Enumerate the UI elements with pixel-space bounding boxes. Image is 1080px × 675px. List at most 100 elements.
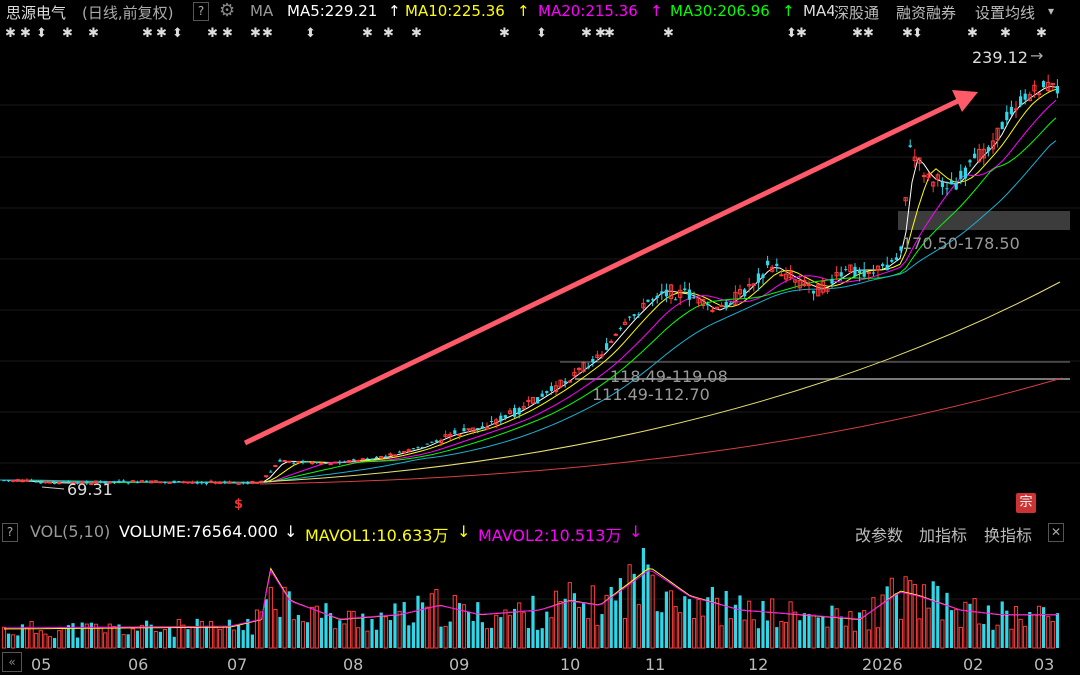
candlestick <box>830 274 834 288</box>
event-marker-icon[interactable]: ✱ <box>411 26 422 41</box>
event-marker-icon[interactable]: ⬍ <box>172 26 183 41</box>
event-marker-icon[interactable]: ✱ <box>863 26 874 41</box>
candle-body <box>1023 93 1027 100</box>
gear-icon[interactable]: ⚙ <box>219 0 236 21</box>
scroll-left-button[interactable]: « <box>2 652 22 672</box>
candle-body <box>599 354 605 357</box>
volume-bar <box>57 630 62 649</box>
event-marker-icon[interactable]: ✱ <box>142 26 153 41</box>
event-marker-icon[interactable]: ✱ <box>595 26 606 41</box>
stock-name[interactable]: 思源电气 <box>6 4 67 22</box>
switch-indicator-button[interactable]: 换指标 <box>984 526 1033 545</box>
candlestick <box>549 382 553 395</box>
volume-bar <box>738 595 742 648</box>
block-trade-badge[interactable]: 宗 <box>1016 493 1036 513</box>
candle-body <box>1027 94 1032 102</box>
candle-body <box>236 482 241 485</box>
volume-bar <box>779 620 784 649</box>
menu-shenggutong[interactable]: 深股通 <box>834 2 880 23</box>
event-marker-icon[interactable]: ✱ <box>967 26 978 41</box>
dollar-marker[interactable]: $ <box>234 497 244 512</box>
add-indicator-button[interactable]: 加指标 <box>919 526 968 545</box>
candle-body <box>954 182 958 190</box>
volume-bar <box>250 634 254 648</box>
candle-body <box>687 289 691 300</box>
candle-body <box>540 393 544 397</box>
candlestick <box>737 284 743 300</box>
candlestick <box>641 298 646 311</box>
candle-body <box>605 343 609 350</box>
chevron-down-icon[interactable]: ▾ <box>1048 4 1055 18</box>
volume-bar <box>117 624 121 648</box>
vol-title[interactable]: VOL(5,10) <box>30 522 111 541</box>
event-marker-icon[interactable]: ✱ <box>902 26 913 41</box>
candlestick <box>719 302 724 308</box>
volume-bar <box>848 611 853 649</box>
event-marker-icon[interactable]: ✱ <box>383 26 394 41</box>
event-marker-icon[interactable]: ⬍ <box>786 26 797 41</box>
volume-help-button[interactable]: ? <box>2 523 18 542</box>
candlestick <box>333 461 338 464</box>
close-icon[interactable]: ✕ <box>1048 523 1064 542</box>
event-marker-icon[interactable]: ✱ <box>499 26 510 41</box>
candle-body <box>195 482 199 484</box>
volume-bar <box>499 617 503 648</box>
event-marker-icon[interactable]: ✱ <box>88 26 99 41</box>
candle-body <box>296 460 301 464</box>
event-marker-icon[interactable]: ✱ <box>62 26 73 41</box>
event-marker-icon[interactable]: ✱ <box>796 26 807 41</box>
candlestick <box>287 460 292 464</box>
trend-arrow-head <box>952 90 978 112</box>
event-marker-icon[interactable]: ⬍ <box>536 26 547 41</box>
candlestick <box>664 283 668 303</box>
event-marker-icon[interactable]: ✱ <box>1036 26 1047 41</box>
volume-bar <box>342 623 347 649</box>
volume-bar <box>356 627 361 649</box>
event-marker-icon[interactable]: ✱ <box>20 26 31 41</box>
candle-body <box>310 462 315 465</box>
event-marker-icon[interactable]: ✱ <box>852 26 863 41</box>
candle-body <box>139 480 145 483</box>
x-axis-label: 10 <box>560 655 581 674</box>
chart-mode[interactable]: (日线,前复权) <box>82 4 174 22</box>
event-marker-icon[interactable]: ⬍ <box>36 26 47 41</box>
menu-ma-settings[interactable]: 设置均线 <box>975 4 1036 22</box>
help-button[interactable]: ? <box>193 2 209 21</box>
candlestick <box>683 281 687 292</box>
candlestick <box>618 326 622 331</box>
volume-bar <box>467 611 471 648</box>
candle-body <box>282 460 287 463</box>
event-marker-icon[interactable]: ✱ <box>262 26 273 41</box>
event-marker-icon[interactable]: ✱ <box>581 26 592 41</box>
price-chart[interactable] <box>0 44 1080 514</box>
edit-params-button[interactable]: 改参数 <box>855 526 904 545</box>
candle-body <box>917 157 922 164</box>
candlestick <box>858 267 862 282</box>
candle-body <box>287 460 292 463</box>
candle-body <box>402 451 407 454</box>
volume-chart[interactable] <box>0 548 1080 650</box>
candle-body <box>301 460 305 463</box>
candle-body <box>812 290 816 294</box>
ma-label[interactable]: MA <box>250 2 274 20</box>
x-axis-label: 07 <box>227 655 248 674</box>
event-marker-icon[interactable]: ✱ <box>156 26 167 41</box>
event-marker-icon[interactable]: ✱ <box>207 26 218 41</box>
event-marker-icon[interactable]: ✱ <box>250 26 261 41</box>
event-marker-icon[interactable]: ✱ <box>362 26 373 41</box>
candle-body <box>806 283 812 286</box>
event-marker-icon[interactable]: ✱ <box>1000 26 1011 41</box>
candle-body <box>370 459 374 461</box>
candle-body <box>43 481 48 484</box>
event-marker-icon[interactable]: ⬍ <box>912 26 923 41</box>
event-marker-icon[interactable]: ✱ <box>222 26 233 41</box>
event-marker-icon[interactable]: ✱ <box>5 26 16 41</box>
event-marker-icon[interactable]: ✱ <box>604 26 615 41</box>
event-marker-icon[interactable]: ⬍ <box>305 26 316 41</box>
menu-margin[interactable]: 融资融券 <box>896 4 957 22</box>
candle-body <box>39 481 43 484</box>
candlestick <box>839 266 843 282</box>
event-marker-icon[interactable]: ✱ <box>663 26 674 41</box>
volume-bar <box>241 630 245 648</box>
candlestick <box>177 481 181 483</box>
